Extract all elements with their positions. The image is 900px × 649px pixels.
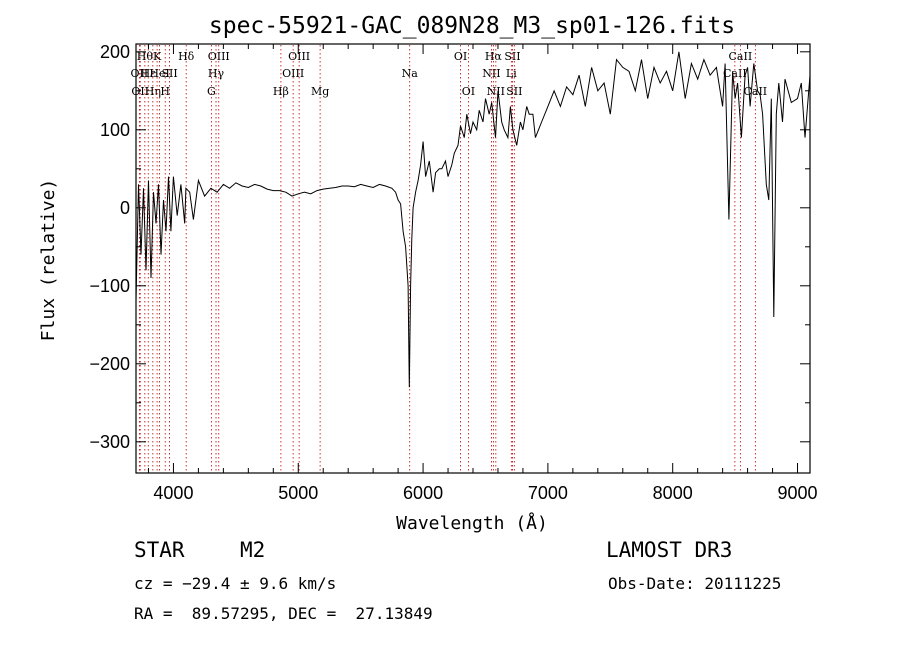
redshift-velocity: cz = −29.4 ± 9.6 km/s — [134, 574, 337, 593]
spectral-line-label: Mg — [311, 85, 329, 98]
spectral-line-label: Na — [402, 67, 419, 80]
x-tick-label: 7000 — [528, 483, 568, 503]
x-axis-ticks: 4000 5000 6000 7000 8000 9000 — [147, 44, 818, 503]
y-axis-ticks: −300 −200 −100 0 100 200 — [89, 42, 810, 452]
x-tick-label: 6000 — [403, 483, 443, 503]
spectral-line-label: Li — [506, 67, 517, 80]
x-tick-label: 5000 — [278, 483, 318, 503]
spectral-line-label: OIII — [288, 50, 310, 63]
spectral-line-label: SII — [161, 67, 177, 80]
spectral-line-label: HeI — [149, 67, 169, 80]
spectrum-line — [135, 51, 811, 388]
spectral-lines: OIIOIIHθHεHηKHeIHSIIHδGHγOIIIHβOIIIOIIIM… — [131, 45, 767, 473]
spectral-line-label: G — [207, 85, 216, 98]
y-tick-label: −100 — [89, 276, 130, 296]
spectral-line-label: SII — [504, 50, 520, 63]
spectral-line-label: Hβ — [273, 85, 289, 98]
spectral-line-label: OI — [454, 50, 467, 63]
spectral-line-label: H — [160, 85, 170, 98]
spectral-line-label: SII — [506, 85, 522, 98]
y-axis-label: Flux (relative) — [38, 179, 59, 342]
spectral-line-label: CaII — [729, 50, 753, 63]
spectral-line-label: OIII — [282, 67, 304, 80]
spectral-line-label: NII — [482, 67, 500, 80]
plot-frame — [135, 43, 811, 474]
ra-dec: RA = 89.57295, DEC = 27.13849 — [134, 604, 433, 623]
spectral-line-label: Hε — [141, 67, 157, 80]
spectral-line-label: Hγ — [208, 67, 225, 80]
chart-title: spec-55921-GAC_089N28_M3_sp01-126.fits — [209, 13, 735, 39]
spectral-line-label: OIII — [208, 50, 230, 63]
object-subclass: M2 — [240, 538, 266, 562]
spectral-line-label: OII — [131, 67, 149, 80]
x-tick-label: 4000 — [153, 483, 193, 503]
x-tick-label: 9000 — [777, 483, 817, 503]
y-tick-label: −200 — [89, 354, 130, 374]
y-tick-label: 200 — [100, 42, 130, 62]
observation-date: Obs-Date: 20111225 — [608, 574, 782, 593]
x-tick-label: 8000 — [653, 483, 693, 503]
spectral-line-label: CaII — [723, 67, 747, 80]
spectral-line-label: CaII — [743, 85, 767, 98]
survey-name: LAMOST DR3 — [606, 538, 733, 562]
spectrum-series — [135, 51, 811, 388]
spectral-line-label: OI — [462, 85, 475, 98]
spectral-line-label: K — [153, 50, 162, 63]
y-tick-label: 100 — [100, 120, 130, 140]
object-class: STAR — [134, 538, 185, 562]
spectral-line-label: NII — [487, 85, 505, 98]
spectral-line-label: Hα — [485, 50, 503, 63]
spectral-line-label: Hθ — [137, 50, 154, 63]
spectral-line-label: Hη — [145, 85, 161, 98]
y-tick-label: −300 — [89, 432, 130, 452]
x-axis-label: Wavelength (Å) — [396, 512, 548, 534]
y-tick-label: 0 — [120, 198, 130, 218]
spectral-line-label: Hδ — [178, 50, 195, 63]
